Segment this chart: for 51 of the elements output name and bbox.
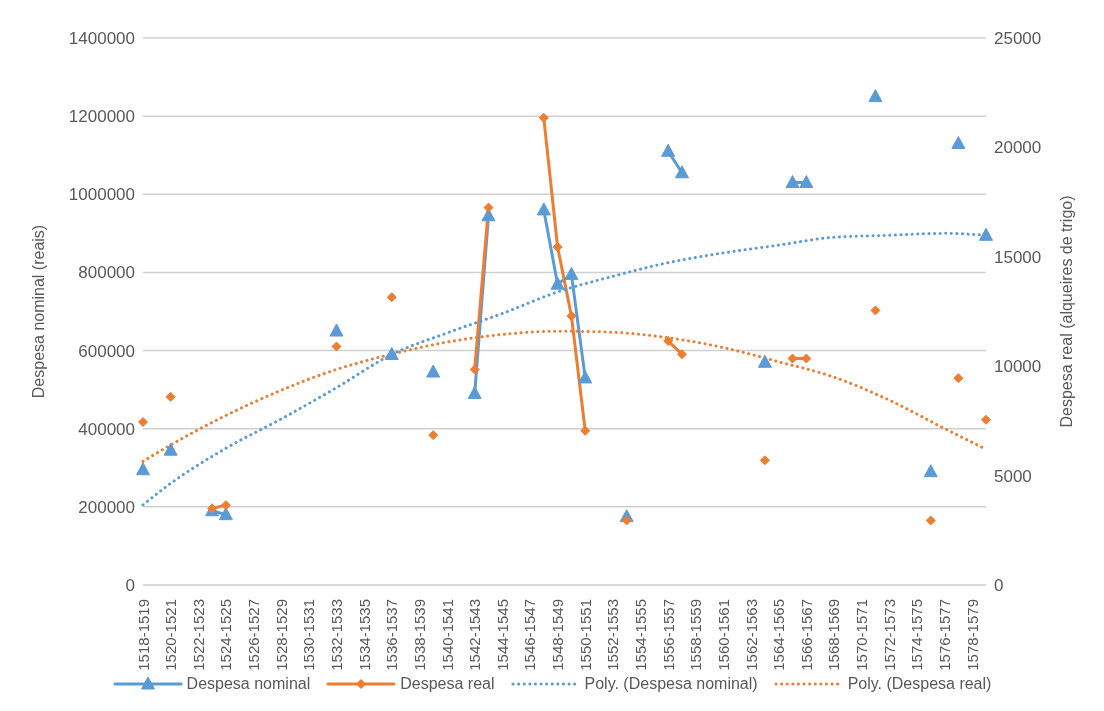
x-tick-label: 1532-1533 [327,599,345,671]
y2-tick-label: 5000 [994,466,1032,486]
y2-tick-label: 10000 [994,357,1042,377]
x-tick-label: 1556-1557 [659,599,677,671]
x-tick-label: 1552-1553 [604,599,622,671]
x-tick-label: 1570-1571 [853,599,871,671]
y2-tick-label: 25000 [994,29,1042,49]
y-tick-label: 0 [125,576,135,596]
x-tick-label: 1530-1531 [300,599,318,671]
legend-label: Despesa real [400,675,495,693]
x-tick-label: 1542-1543 [466,599,484,671]
y-axis-title: Despesa nominal (reais) [29,224,47,399]
y2-axis-title: Despesa real (alqueires de trigo) [1057,195,1075,428]
x-tick-label: 1548-1549 [549,599,567,671]
legend-label: Poly. (Despesa real) [847,675,992,693]
y-tick-label: 200000 [78,497,135,517]
legend-label: Poly. (Despesa nominal) [584,675,758,693]
x-tick-label: 1572-1573 [880,599,898,671]
x-tick-label: 1524-1525 [217,599,235,671]
x-tick-label: 1554-1555 [632,599,650,671]
x-tick-label: 1576-1577 [936,599,954,671]
x-tick-label: 1544-1545 [493,599,511,671]
x-tick-label: 1558-1559 [687,599,705,671]
x-tick-label: 1526-1527 [245,599,263,671]
legend-label: Despesa nominal [186,675,311,693]
y2-tick-label: 15000 [994,247,1042,267]
y-tick-label: 600000 [78,341,135,361]
x-tick-label: 1578-1579 [963,599,981,671]
x-tick-label: 1520-1521 [162,599,180,671]
x-tick-label: 1566-1567 [797,599,815,671]
y-tick-label: 1200000 [68,107,135,127]
x-tick-label: 1568-1569 [825,599,843,671]
x-tick-label: 1560-1561 [714,599,732,671]
x-tick-label: 1538-1539 [410,599,428,671]
x-tick-label: 1528-1529 [272,599,290,671]
x-tick-label: 1540-1541 [438,599,456,671]
x-tick-label: 1564-1565 [770,599,788,671]
y-tick-label: 1000000 [68,185,135,205]
y2-tick-label: 0 [994,576,1004,596]
y2-tick-label: 20000 [994,138,1042,158]
x-tick-label: 1534-1535 [355,599,373,671]
x-tick-label: 1536-1537 [383,599,401,671]
x-tick-label: 1562-1563 [742,599,760,671]
y-tick-label: 800000 [78,263,135,283]
x-tick-label: 1518-1519 [134,599,152,671]
y-tick-label: 400000 [78,419,135,439]
x-tick-label: 1574-1575 [908,599,926,671]
x-tick-label: 1522-1523 [189,599,207,671]
x-tick-label: 1550-1551 [576,599,594,671]
x-tick-label: 1546-1547 [521,599,539,671]
y-tick-label: 1400000 [68,29,135,49]
